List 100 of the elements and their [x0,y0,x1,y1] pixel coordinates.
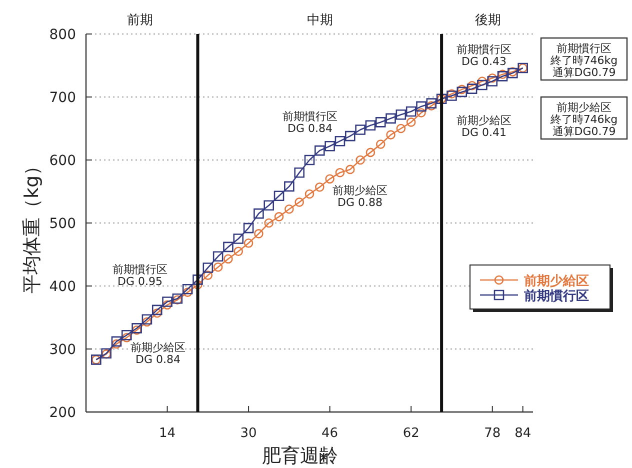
point [142,314,152,325]
point [335,168,345,178]
annotation: 前期慣行区 DG 0.43 [456,43,512,68]
x-axis-title: 肥育週齢 [262,445,338,467]
point [274,212,284,222]
point [416,101,426,112]
point [234,246,244,256]
point [304,189,314,199]
y-tick-label: 300 [49,342,76,358]
text: 終了時746kg [549,113,618,126]
point [294,167,304,178]
point [202,262,214,273]
point [121,330,132,340]
point [244,238,254,248]
point [284,181,294,192]
x-tick-label: 62 [402,426,420,441]
point [294,198,304,207]
point [416,108,426,118]
point [162,300,172,310]
y-tick-label: 700 [49,90,76,106]
point [274,190,284,202]
point [264,218,274,228]
point [233,234,244,244]
point [122,333,132,342]
x-tick-label: 78 [484,426,501,441]
x-tick-label: 84 [514,426,532,441]
point [345,164,355,174]
y-tick-label: 500 [49,216,76,232]
annotation: 前期慣行区 DG 0.95 [112,263,168,288]
point [457,84,467,94]
point [477,80,488,90]
text: 通算DG0.79 [552,66,616,79]
text: 通算DG0.79 [552,125,616,138]
point [152,304,162,316]
text: 前期少給区 [556,101,612,114]
legend-label: 前期少給区 [523,274,589,289]
point [223,242,234,252]
annotation: 前期少給区 DG 0.41 [456,114,512,139]
point [112,339,122,349]
point [446,90,457,101]
y-tick-label: 800 [49,27,76,43]
text: 後期 [475,13,501,28]
point [426,98,437,108]
point [386,113,396,124]
point [466,84,478,94]
y-tick-label: 400 [49,279,76,295]
point [344,130,356,142]
point [264,200,274,211]
point [396,109,406,120]
point [284,204,294,214]
point [254,229,264,238]
x-tick-label: 46 [322,426,338,441]
point [193,280,202,290]
point [356,155,365,165]
y-axis-title: 平均体重（kg） [21,156,43,294]
point [111,336,122,347]
point [182,284,193,294]
point [447,89,456,98]
point [426,101,436,110]
text: 中期 [307,13,333,28]
x-tick-label: 30 [240,426,257,441]
annotation: 前期少給区 DG 0.88 [332,184,388,209]
point [315,182,324,192]
point [467,81,477,90]
point [182,288,192,297]
point [324,140,335,152]
point [366,148,376,158]
point [406,106,416,117]
point [243,222,254,234]
point [304,154,315,166]
point [334,136,346,146]
point [192,274,203,285]
point [152,308,162,318]
text: 前期慣行区 [556,42,612,55]
point [314,145,325,156]
point [498,70,508,79]
point [212,251,224,262]
point [162,296,172,307]
point [203,270,213,280]
point [497,71,508,82]
point [142,317,152,327]
legend-label: 前期慣行区 [523,289,589,304]
point [386,130,396,140]
text: 終了時746kg [549,54,618,67]
point [488,73,498,83]
x-tick-label: 14 [159,426,176,441]
point [254,208,264,219]
point [478,76,487,86]
point [224,254,233,264]
point [396,124,406,134]
point [376,140,386,149]
point [355,124,366,135]
point [456,86,468,98]
annotation: 前期慣行区 DG 0.84 [282,110,338,135]
point [487,76,498,86]
annotation: 前期少給区 DG 0.84 [130,341,186,366]
text: 前期 [127,13,153,28]
point [213,262,223,272]
point [365,120,376,130]
y-tick-label: 200 [49,405,76,421]
